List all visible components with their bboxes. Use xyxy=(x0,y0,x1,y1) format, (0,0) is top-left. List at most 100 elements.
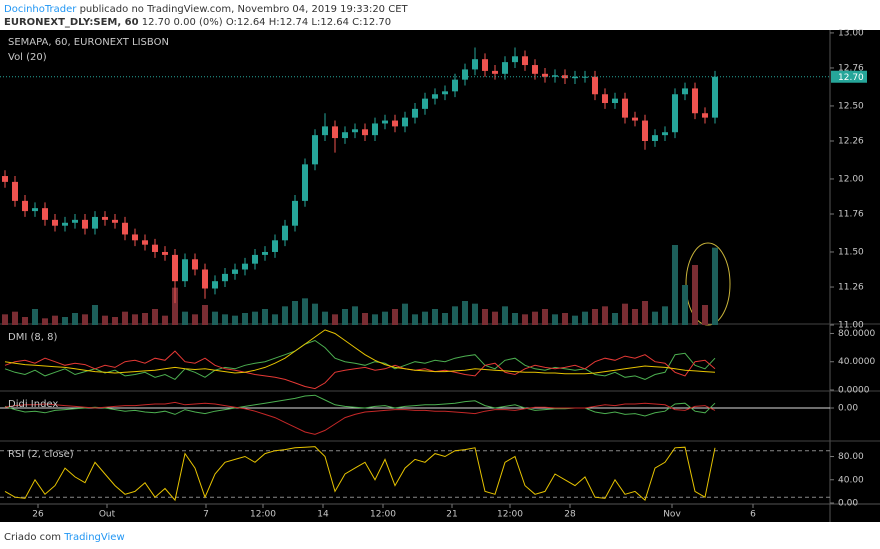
author[interactable]: DocinhoTrader xyxy=(4,4,77,15)
quote: 12.70 0.00 (0%) O:12.64 H:12.74 L:12.64 … xyxy=(142,17,391,28)
volume-bar xyxy=(82,314,88,325)
candle-body xyxy=(712,76,718,118)
x-tick-label: 28 xyxy=(564,510,576,520)
candle-body xyxy=(172,254,178,282)
candle-body xyxy=(272,240,278,252)
volume-bar xyxy=(432,309,438,325)
candle-body xyxy=(62,222,68,226)
volume-bar xyxy=(152,309,158,325)
candle-body xyxy=(262,251,268,255)
candle-body xyxy=(132,234,138,241)
candle-body xyxy=(612,98,618,104)
volume-bar xyxy=(372,314,378,325)
volume-bar xyxy=(712,247,718,325)
candle-body xyxy=(12,181,18,201)
candle-body xyxy=(162,251,168,255)
volume-bar xyxy=(522,314,528,325)
candle-body xyxy=(372,123,378,136)
candle-body xyxy=(212,281,218,289)
volume-bar xyxy=(292,301,298,325)
last-price-box xyxy=(831,70,867,83)
volume-bar xyxy=(452,306,458,325)
volume-bar xyxy=(312,303,318,325)
volume-bar xyxy=(42,318,48,325)
candle-body xyxy=(572,76,578,79)
volume-bar xyxy=(202,305,208,325)
volume-bar xyxy=(322,311,328,325)
candle-body xyxy=(202,269,208,289)
candle-body xyxy=(72,219,78,223)
footer-created: Criado com xyxy=(4,532,61,543)
candle-body xyxy=(252,254,258,264)
y-tick-label: 11.76 xyxy=(838,210,864,220)
y-tick-label: 0.0000 xyxy=(838,386,870,396)
candle-body xyxy=(362,129,368,136)
candle-body xyxy=(292,200,298,226)
volume-bar xyxy=(472,303,478,325)
x-tick-label: 7 xyxy=(203,510,209,520)
volume-bar xyxy=(172,287,178,325)
candle-body xyxy=(482,59,488,71)
x-tick-label: 6 xyxy=(750,510,756,520)
volume-bar xyxy=(232,315,238,325)
candle-body xyxy=(22,200,28,212)
volume-bar xyxy=(382,311,388,325)
candle-body xyxy=(192,259,198,270)
candle-body xyxy=(522,56,528,66)
x-tick-label: Out xyxy=(99,510,116,520)
volume-bar xyxy=(92,305,98,325)
pane-subtitle: Vol (20) xyxy=(8,52,47,63)
volume-bar xyxy=(532,311,538,325)
candle-body xyxy=(122,222,128,235)
candle-body xyxy=(242,263,248,270)
candle-body xyxy=(702,113,708,118)
candle-body xyxy=(662,132,668,136)
y-tick-label: 0.00 xyxy=(838,499,858,509)
y-tick-label: 80.00 xyxy=(838,452,864,462)
symbol-line: EURONEXT_DLY:SEM, 60 12.70 0.00 (0%) O:1… xyxy=(4,17,391,28)
candle-body xyxy=(112,219,118,223)
volume-bar xyxy=(552,314,558,325)
candle-body xyxy=(512,56,518,63)
volume-bar xyxy=(692,265,698,325)
x-tick-label: 12:00 xyxy=(370,510,396,520)
candle-body xyxy=(592,76,598,95)
volume-bar xyxy=(262,309,268,325)
volume-bar xyxy=(402,303,408,325)
volume-bar xyxy=(22,317,28,325)
volume-bar xyxy=(572,315,578,325)
volume-bar xyxy=(242,313,248,325)
candle-body xyxy=(282,225,288,241)
y-tick-label: 80.0000 xyxy=(838,329,875,339)
volume-bar xyxy=(62,317,68,325)
indicator-line xyxy=(4,401,716,435)
candle-body xyxy=(442,91,448,95)
volume-bar xyxy=(482,309,488,325)
volume-bar xyxy=(462,301,468,325)
volume-bar xyxy=(652,311,658,325)
candle-body xyxy=(462,69,468,80)
candle-body xyxy=(92,216,98,229)
volume-bar xyxy=(392,309,398,325)
volume-bar xyxy=(662,306,668,325)
candle-body xyxy=(652,135,658,141)
candle-body xyxy=(472,59,478,70)
footer-brand[interactable]: TradingView xyxy=(63,532,124,543)
candle-body xyxy=(52,219,58,226)
x-tick-label: Nov xyxy=(663,510,681,520)
y-tick-label: 40.0000 xyxy=(838,357,875,367)
volume-bar xyxy=(542,309,548,325)
publish-line: DocinhoTrader publicado no TradingView.c… xyxy=(4,4,409,15)
candle-body xyxy=(222,273,228,282)
candle-body xyxy=(622,98,628,118)
pane-title: DMI (8, 8) xyxy=(8,332,57,343)
symbol: EURONEXT_DLY:SEM, 60 xyxy=(4,17,139,28)
y-tick-label: 40.00 xyxy=(838,475,864,485)
y-tick-label: 12.50 xyxy=(838,101,864,111)
candle-body xyxy=(392,120,398,127)
volume-bar xyxy=(162,315,168,325)
candle-body xyxy=(552,75,558,77)
footer: Criado com TradingView xyxy=(4,532,125,543)
candle-body xyxy=(302,164,308,201)
